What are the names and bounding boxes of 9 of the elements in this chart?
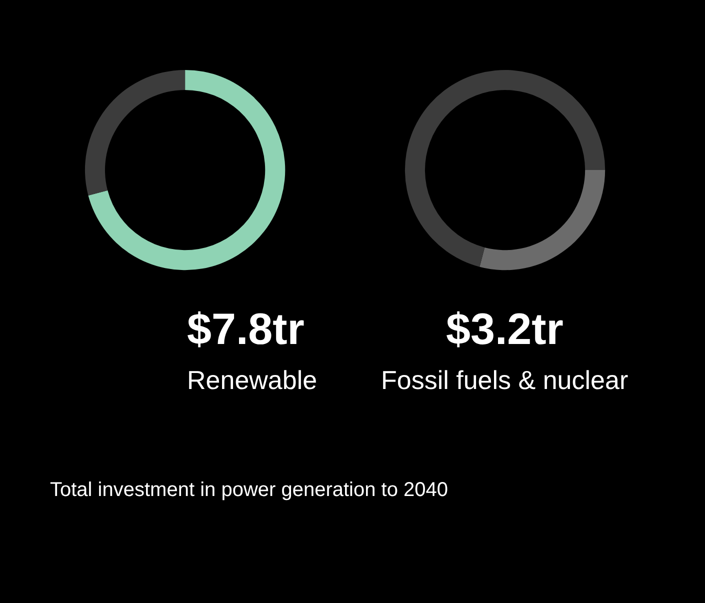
- donut-slice: [88, 70, 286, 270]
- donut-slice: [84, 70, 186, 196]
- donut-slice: [480, 170, 606, 270]
- slice-label: Fossil fuels & nuclear: [381, 365, 628, 395]
- slice-label: Renewable: [187, 365, 318, 395]
- text: Total investment in power generation to 2040: [50, 479, 448, 501]
- data-label: $3.2tr: [446, 305, 564, 354]
- data-label: $7.8tr: [187, 305, 304, 354]
- donut-slice: [405, 70, 606, 267]
